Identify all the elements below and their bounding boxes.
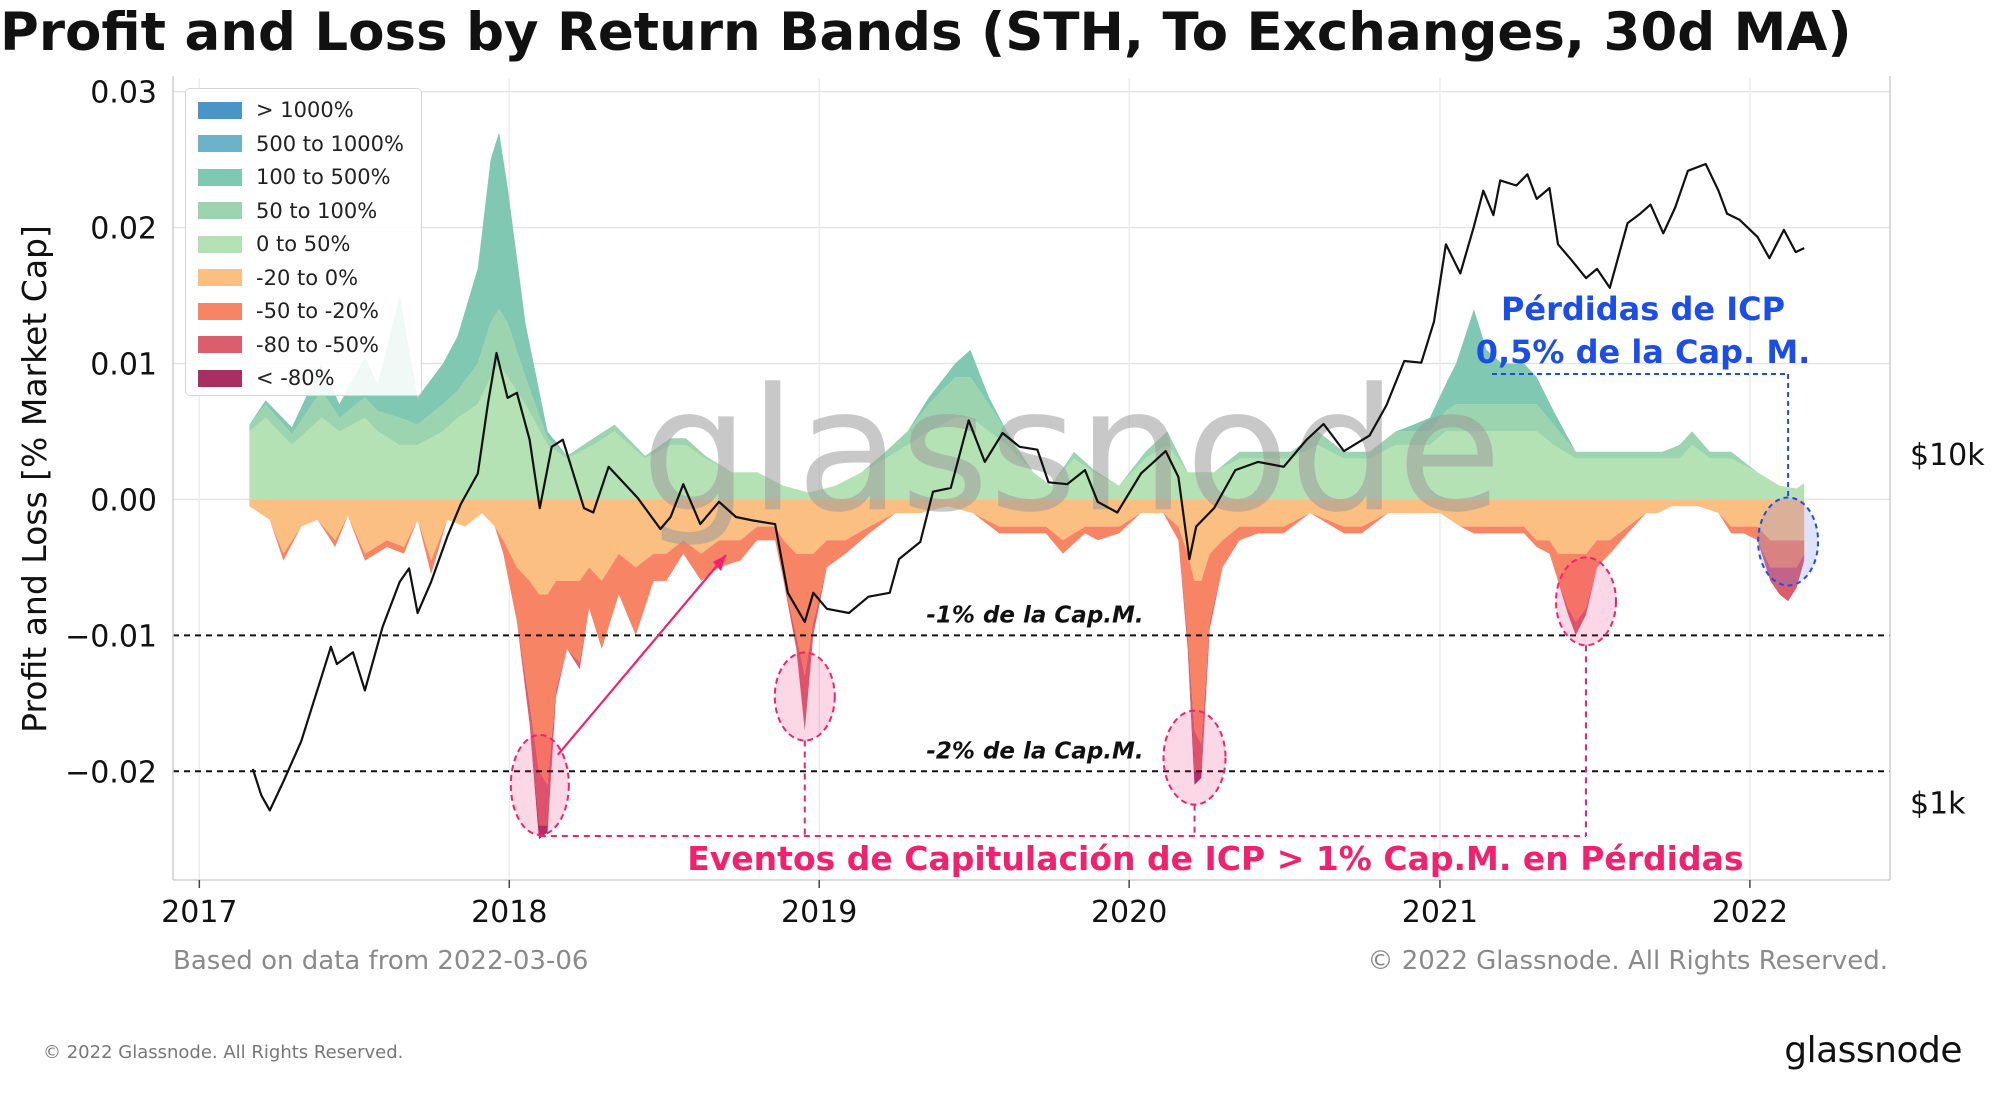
y-tick-label: 0.00 (90, 483, 157, 518)
y-tick-label: 0.01 (90, 347, 157, 382)
y-axis-label: Profit and Loss [% Market Cap] (15, 225, 54, 733)
capitulation-event-marker (509, 733, 570, 836)
y2-tick-label: $10k (1910, 438, 1985, 473)
legend-swatch (198, 369, 242, 387)
legend-label: > 1000% (256, 98, 354, 122)
x-tick-label: 2017 (161, 895, 237, 930)
legend-entry: < -80% (198, 363, 335, 393)
x-tick-label: 2021 (1402, 895, 1478, 930)
legend-swatch (198, 302, 242, 320)
current-loss-marker (1757, 496, 1820, 587)
legend-label: -50 to -20% (256, 299, 379, 323)
reference-line-label: -1% de la Cap.M. (926, 602, 1143, 628)
legend-label: -20 to 0% (256, 265, 359, 290)
reference-line-label: -2% de la Cap.M. (926, 738, 1143, 764)
legend-label: -80 to -50% (256, 332, 379, 357)
legend-label: < -80% (256, 366, 335, 390)
capitulation-event-marker (773, 651, 836, 742)
brand-logo-text: glassnode (1784, 1030, 1962, 1071)
price-layer (251, 162, 1805, 812)
legend-swatch (198, 336, 242, 353)
area-band-0-50 (249, 363, 1805, 500)
legend-label: 500 to 1000% (256, 131, 404, 156)
x-tick-label: 2022 (1712, 895, 1788, 930)
chart-copyright: © 2022 Glassnode. All Rights Reserved. (1367, 946, 1888, 976)
page-copyright: © 2022 Glassnode. All Rights Reserved. (43, 1042, 404, 1063)
legend-label: 100 to 500% (256, 165, 391, 189)
capitulation-arrowhead (713, 555, 726, 571)
y2-tick-label: $1k (1910, 787, 1966, 822)
x-tick-label: 2019 (781, 895, 857, 930)
legend-label: 50 to 100% (256, 198, 378, 223)
legend-swatch (198, 101, 242, 119)
reference-line-layer: -1% de la Cap.M. -2% de la Cap.M. (173, 602, 1890, 773)
y-tick-label: 0.03 (90, 76, 157, 111)
legend-entry: > 1000% (198, 95, 354, 125)
area-layer (249, 132, 1805, 840)
current-loss-title-line1: Pérdidas de ICP (1501, 290, 1785, 328)
legend-entry: -20 to 0% (198, 263, 358, 293)
legend-entry: -50 to -20% (198, 296, 379, 326)
area-band-neg20-0 (249, 499, 1805, 595)
legend-entry: 0 to 50% (198, 229, 350, 259)
legend-entry: 500 to 1000% (198, 129, 404, 159)
chart-title: Profit and Loss by Return Bands (STH, To… (0, 2, 1852, 63)
legend-swatch (198, 168, 242, 186)
chart-legend: > 1000% 500 to 1000% 100 to 500% 50 to 100%… (185, 88, 422, 396)
watermark-text: glassnode (641, 352, 1502, 550)
legend-swatch (198, 235, 242, 253)
watermark-layer: glassnode (641, 352, 1502, 550)
annotation-layer: Eventos de Capitulación de ICP > 1% Cap.… (509, 290, 1820, 878)
legend-label: 0 to 50% (256, 232, 351, 256)
capitulation-event-marker (1555, 556, 1618, 647)
axis-layer: 0.03 0.02 0.01 0.00 −0.01 −0.02 2017 2018 2019 20… (15, 76, 1985, 930)
area-band-neg50-neg20 (249, 506, 1805, 785)
x-tick-label: 2020 (1091, 895, 1167, 930)
current-loss-title-line2: 0,5% de la Cap. M. (1476, 333, 1811, 371)
capitulation-arrow (556, 554, 727, 756)
legend-entry: 50 to 100% (198, 196, 377, 226)
legend-swatch (198, 202, 242, 219)
y-tick-label: −0.02 (65, 755, 157, 790)
y-tick-label: 0.02 (90, 212, 157, 247)
price-line (251, 162, 1805, 812)
legend-entry: 100 to 500% (198, 162, 391, 192)
legend-swatch (198, 269, 242, 286)
x-tick-label: 2018 (471, 895, 547, 930)
capitulation-caption: Eventos de Capitulación de ICP > 1% Cap.… (687, 839, 1743, 878)
legend-swatch (198, 135, 242, 152)
y-tick-label: −0.01 (65, 619, 157, 654)
legend-entry: -80 to -50% (198, 330, 379, 360)
data-source-note: Based on data from 2022-03-06 (173, 946, 589, 976)
capitulation-event-marker (1162, 709, 1227, 806)
